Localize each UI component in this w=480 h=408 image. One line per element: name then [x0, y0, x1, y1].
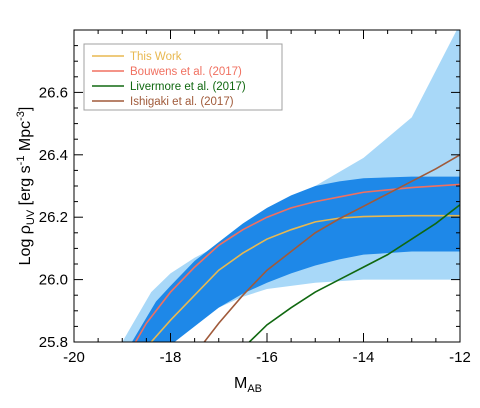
confidence-bands	[122, 30, 460, 342]
legend-label: Ishigaki et al. (2017)	[130, 96, 234, 108]
x-tick-label: -18	[160, 349, 182, 366]
y-axis-title-exp1: -1	[15, 156, 27, 166]
y-tick-label: 26.6	[39, 84, 68, 101]
y-axis-title-mid: Mpc	[17, 121, 34, 156]
legend-box	[83, 43, 283, 111]
x-axis-title-main: M	[234, 375, 247, 392]
y-axis-title-sub: UV	[25, 209, 37, 225]
y-axis-title-close: ]	[17, 107, 34, 111]
series-line-4	[203, 154, 460, 342]
legend: This Work Bouwens et al. (2017) Livermore …	[83, 43, 283, 111]
y-tick-label: 26.0	[39, 272, 68, 289]
y-tick-label: 26.2	[39, 209, 68, 226]
series-lines	[134, 154, 460, 342]
y-axis-title-bracket: [erg s	[17, 165, 34, 209]
legend-label: Livermore et al. (2017)	[130, 81, 246, 93]
series-line-1	[150, 214, 460, 342]
series-line-2	[134, 183, 460, 342]
y-tick-label: 25.8	[39, 334, 68, 351]
y-axis-title-rho: ρ	[17, 225, 34, 234]
x-tick-label: -20	[63, 349, 85, 366]
y-axis-title-pre: Log	[17, 234, 34, 265]
series-line-3	[248, 204, 460, 342]
axis-ticks: -20 -18 -16 -14 -12 25.8 26.0 26.2 26.4 26.6	[39, 30, 471, 366]
x-axis-title: MAB	[234, 375, 262, 395]
x-tick-label: -12	[449, 349, 471, 366]
y-axis-title-exp2: -3	[15, 111, 27, 121]
x-tick-label: -16	[256, 349, 278, 366]
x-tick-label: -14	[353, 349, 375, 366]
confidence-band-2	[131, 176, 460, 342]
y-axis-title: Log ρUV [erg s-1 Mpc-3]	[15, 107, 37, 266]
y-tick-label: 26.4	[39, 147, 68, 164]
legend-label: Bouwens et al. (2017)	[130, 66, 242, 78]
legend-label: This Work	[130, 51, 182, 63]
x-axis-title-sub: AB	[247, 383, 262, 395]
